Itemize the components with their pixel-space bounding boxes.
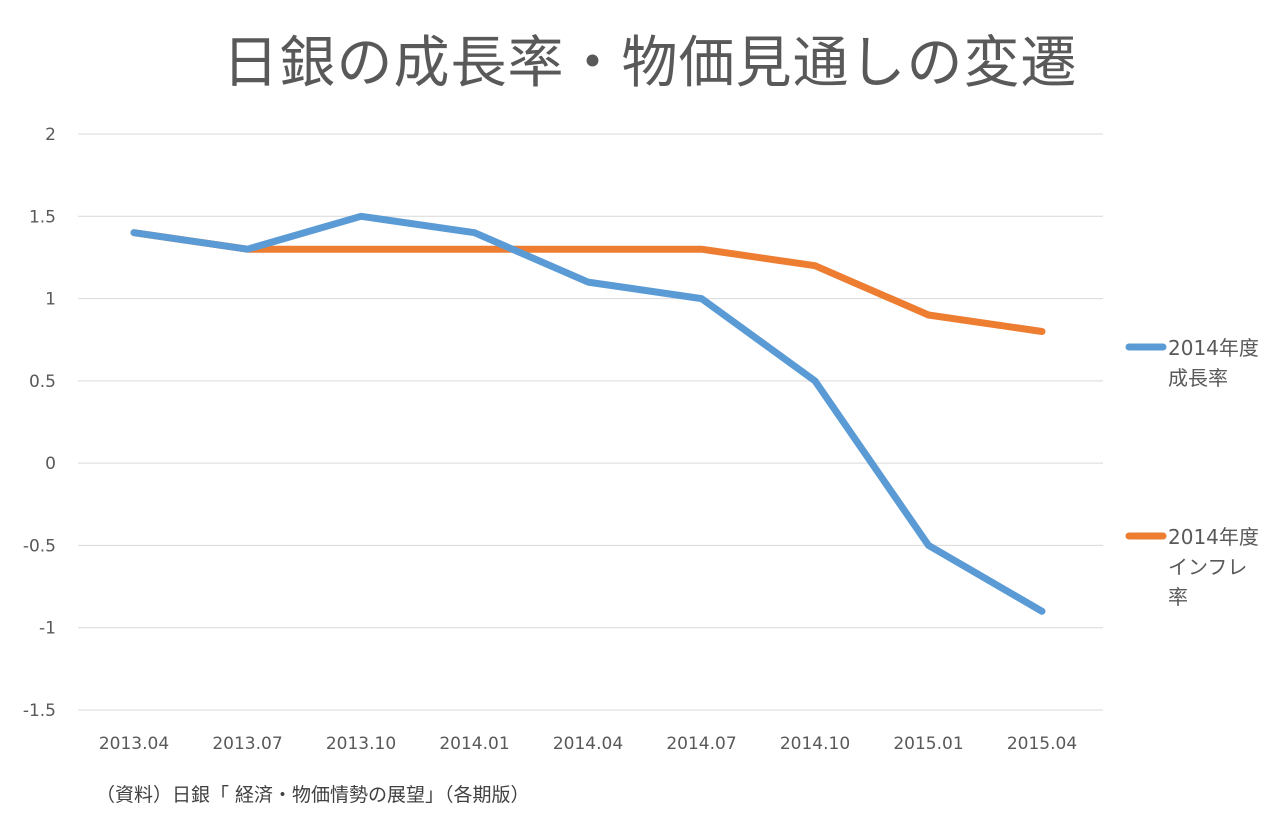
y-axis-tick-labels: 2 1.5 1 0.5 0 -0.5 -1 -1.5 — [23, 125, 56, 721]
x-tick-label: 2013.04 — [99, 734, 169, 754]
x-tick-label: 2015.01 — [893, 734, 963, 754]
x-axis-tick-labels: 2013.04 2013.07 2013.10 2014.01 2014.04 2014.… — [99, 734, 1077, 754]
series-lines — [130, 212, 1046, 615]
x-tick-label: 2013.10 — [326, 734, 396, 754]
legend-label-inflation-rate: インフレ — [1168, 555, 1247, 579]
legend-label-inflation-rate: 2014年度 — [1168, 525, 1259, 549]
gridlines — [78, 133, 1103, 711]
y-tick-label: -1 — [39, 619, 56, 639]
y-tick-label: 2 — [45, 125, 56, 145]
legend-label-growth-rate: 成長率 — [1168, 366, 1228, 390]
legend-label-growth-rate: 2014年度 — [1168, 336, 1259, 360]
x-tick-label: 2013.07 — [212, 734, 282, 754]
x-tick-label: 2014.01 — [439, 734, 509, 754]
y-tick-label: -1.5 — [23, 701, 56, 721]
source-note: （資料）日銀「 経済・物価情勢の展望」（各期版） — [96, 784, 530, 806]
y-tick-label: 0.5 — [29, 372, 56, 392]
legend-label-inflation-rate: 率 — [1168, 585, 1188, 609]
chart-title: 日銀の成長率・物価見通しの変遷 — [222, 31, 1078, 96]
x-tick-label: 2015.04 — [1007, 734, 1077, 754]
y-tick-label: 0 — [45, 454, 56, 474]
y-tick-label: 1 — [45, 290, 56, 310]
y-tick-label: 1.5 — [29, 207, 56, 227]
series-line-inflation-rate — [130, 229, 1046, 335]
x-tick-label: 2014.04 — [553, 734, 623, 754]
series-line-growth-rate — [130, 212, 1046, 615]
y-tick-label: -0.5 — [23, 536, 56, 556]
x-tick-label: 2014.10 — [780, 734, 850, 754]
x-tick-label: 2014.07 — [666, 734, 736, 754]
